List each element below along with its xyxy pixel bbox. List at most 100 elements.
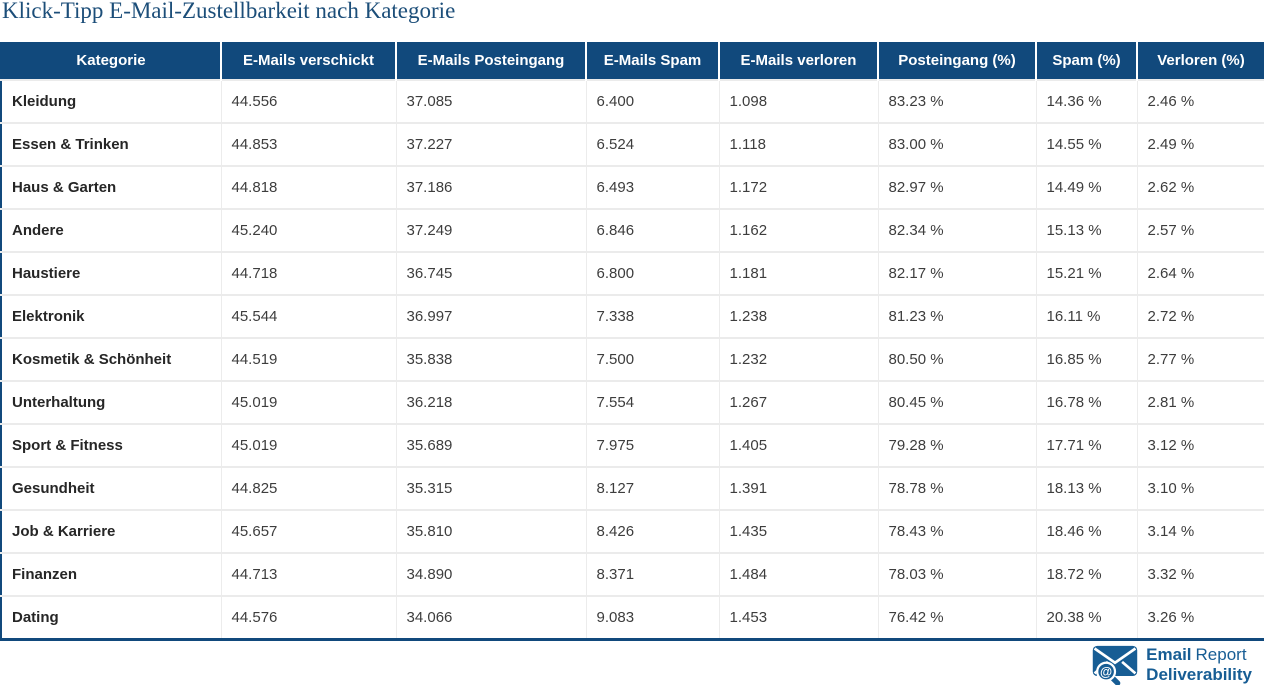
category-cell: Dating — [1, 595, 222, 639]
category-cell: Essen & Trinken — [1, 122, 222, 166]
table-header-row: Kategorie E-Mails verschickt E-Mails Poste… — [1, 42, 1264, 80]
column-header-spam: Spam (%) — [1036, 42, 1138, 80]
column-header-verloren: Verloren (%) — [1137, 42, 1264, 80]
value-cell: 37.186 — [396, 165, 587, 209]
table-row: Essen & Trinken 44.853 37.227 6.524 1.118 83.… — [1, 122, 1264, 166]
column-header-e-mails-verloren: E-Mails verloren — [719, 42, 879, 80]
value-cell: 78.43 % — [878, 509, 1037, 553]
value-cell: 45.019 — [221, 423, 397, 467]
value-cell: 6.524 — [586, 122, 720, 166]
category-cell: Elektronik — [1, 294, 222, 338]
value-cell: 1.181 — [719, 251, 879, 295]
table-row: Andere 45.240 37.249 6.846 1.162 82.34 % 15.13… — [1, 208, 1264, 252]
value-cell: 3.10 % — [1137, 466, 1264, 510]
value-cell: 83.23 % — [878, 79, 1037, 123]
value-cell: 44.519 — [221, 337, 397, 381]
value-cell: 3.26 % — [1137, 595, 1264, 639]
column-header-e-mails-posteingang: E-Mails Posteingang — [396, 42, 587, 80]
value-cell: 15.21 % — [1036, 251, 1138, 295]
value-cell: 1.267 — [719, 380, 879, 424]
category-cell: Finanzen — [1, 552, 222, 596]
value-cell: 44.713 — [221, 552, 397, 596]
value-cell: 1.453 — [719, 595, 879, 639]
value-cell: 44.818 — [221, 165, 397, 209]
value-cell: 6.800 — [586, 251, 720, 295]
value-cell: 45.544 — [221, 294, 397, 338]
table-row: Kleidung 44.556 37.085 6.400 1.098 83.23 % 14.… — [1, 79, 1264, 123]
value-cell: 2.57 % — [1137, 208, 1264, 252]
value-cell: 44.853 — [221, 122, 397, 166]
value-cell: 3.14 % — [1137, 509, 1264, 553]
value-cell: 20.38 % — [1036, 595, 1138, 639]
value-cell: 2.77 % — [1137, 337, 1264, 381]
value-cell: 34.890 — [396, 552, 587, 596]
value-cell: 14.36 % — [1036, 79, 1138, 123]
value-cell: 80.45 % — [878, 380, 1037, 424]
value-cell: 2.72 % — [1137, 294, 1264, 338]
value-cell: 14.49 % — [1036, 165, 1138, 209]
category-cell: Gesundheit — [1, 466, 222, 510]
value-cell: 8.127 — [586, 466, 720, 510]
value-cell: 1.405 — [719, 423, 879, 467]
value-cell: 2.46 % — [1137, 79, 1264, 123]
brand-logo[interactable]: @ Email Report Deliverability — [1091, 644, 1252, 685]
value-cell: 17.71 % — [1036, 423, 1138, 467]
table-row: Unterhaltung 45.019 36.218 7.554 1.267 80.45 … — [1, 380, 1264, 424]
value-cell: 16.78 % — [1036, 380, 1138, 424]
value-cell: 35.810 — [396, 509, 587, 553]
column-header-posteingang: Posteingang (%) — [878, 42, 1037, 80]
value-cell: 8.426 — [586, 509, 720, 553]
column-header-kategorie: Kategorie — [1, 42, 222, 80]
value-cell: 2.64 % — [1137, 251, 1264, 295]
category-cell: Haus & Garten — [1, 165, 222, 209]
brand-logo-line2: Deliverability — [1146, 664, 1252, 684]
value-cell: 6.400 — [586, 79, 720, 123]
table-header: Kategorie E-Mails verschickt E-Mails Poste… — [1, 42, 1264, 80]
value-cell: 1.098 — [719, 79, 879, 123]
value-cell: 37.249 — [396, 208, 587, 252]
value-cell: 45.657 — [221, 509, 397, 553]
value-cell: 6.493 — [586, 165, 720, 209]
value-cell: 44.576 — [221, 595, 397, 639]
value-cell: 78.03 % — [878, 552, 1037, 596]
table-row: Haustiere 44.718 36.745 6.800 1.181 82.17 % 15… — [1, 251, 1264, 295]
value-cell: 18.72 % — [1036, 552, 1138, 596]
value-cell: 79.28 % — [878, 423, 1037, 467]
category-cell: Andere — [1, 208, 222, 252]
brand-logo-line1-bold: Email — [1146, 645, 1192, 665]
value-cell: 1.435 — [719, 509, 879, 553]
value-cell: 78.78 % — [878, 466, 1037, 510]
value-cell: 82.17 % — [878, 251, 1037, 295]
value-cell: 3.32 % — [1137, 552, 1264, 596]
value-cell: 1.118 — [719, 122, 879, 166]
table-row: Sport & Fitness 45.019 35.689 7.975 1.405 79.… — [1, 423, 1264, 467]
value-cell: 45.019 — [221, 380, 397, 424]
value-cell: 16.11 % — [1036, 294, 1138, 338]
value-cell: 1.484 — [719, 552, 879, 596]
column-header-e-mails-spam: E-Mails Spam — [586, 42, 720, 80]
value-cell: 80.50 % — [878, 337, 1037, 381]
table-row: Job & Karriere 45.657 35.810 8.426 1.435 78.4… — [1, 509, 1264, 553]
value-cell: 36.218 — [396, 380, 587, 424]
value-cell: 76.42 % — [878, 595, 1037, 639]
table-row: Haus & Garten 44.818 37.186 6.493 1.172 82.97… — [1, 165, 1264, 209]
value-cell: 36.997 — [396, 294, 587, 338]
page-title: Klick-Tipp E-Mail-Zustellbarkeit nach Ka… — [2, 0, 456, 23]
value-cell: 15.13 % — [1036, 208, 1138, 252]
category-cell: Job & Karriere — [1, 509, 222, 553]
value-cell: 14.55 % — [1036, 122, 1138, 166]
table-row: Elektronik 45.544 36.997 7.338 1.238 81.23 % 1… — [1, 294, 1264, 338]
value-cell: 18.13 % — [1036, 466, 1138, 510]
value-cell: 18.46 % — [1036, 509, 1138, 553]
category-cell: Sport & Fitness — [1, 423, 222, 467]
value-cell: 36.745 — [396, 251, 587, 295]
value-cell: 2.62 % — [1137, 165, 1264, 209]
envelope-magnifier-at-icon: @ — [1091, 644, 1139, 685]
value-cell: 37.227 — [396, 122, 587, 166]
category-cell: Unterhaltung — [1, 380, 222, 424]
value-cell: 7.500 — [586, 337, 720, 381]
value-cell: 7.975 — [586, 423, 720, 467]
svg-text:@: @ — [1100, 665, 1112, 679]
value-cell: 37.085 — [396, 79, 587, 123]
value-cell: 34.066 — [396, 595, 587, 639]
